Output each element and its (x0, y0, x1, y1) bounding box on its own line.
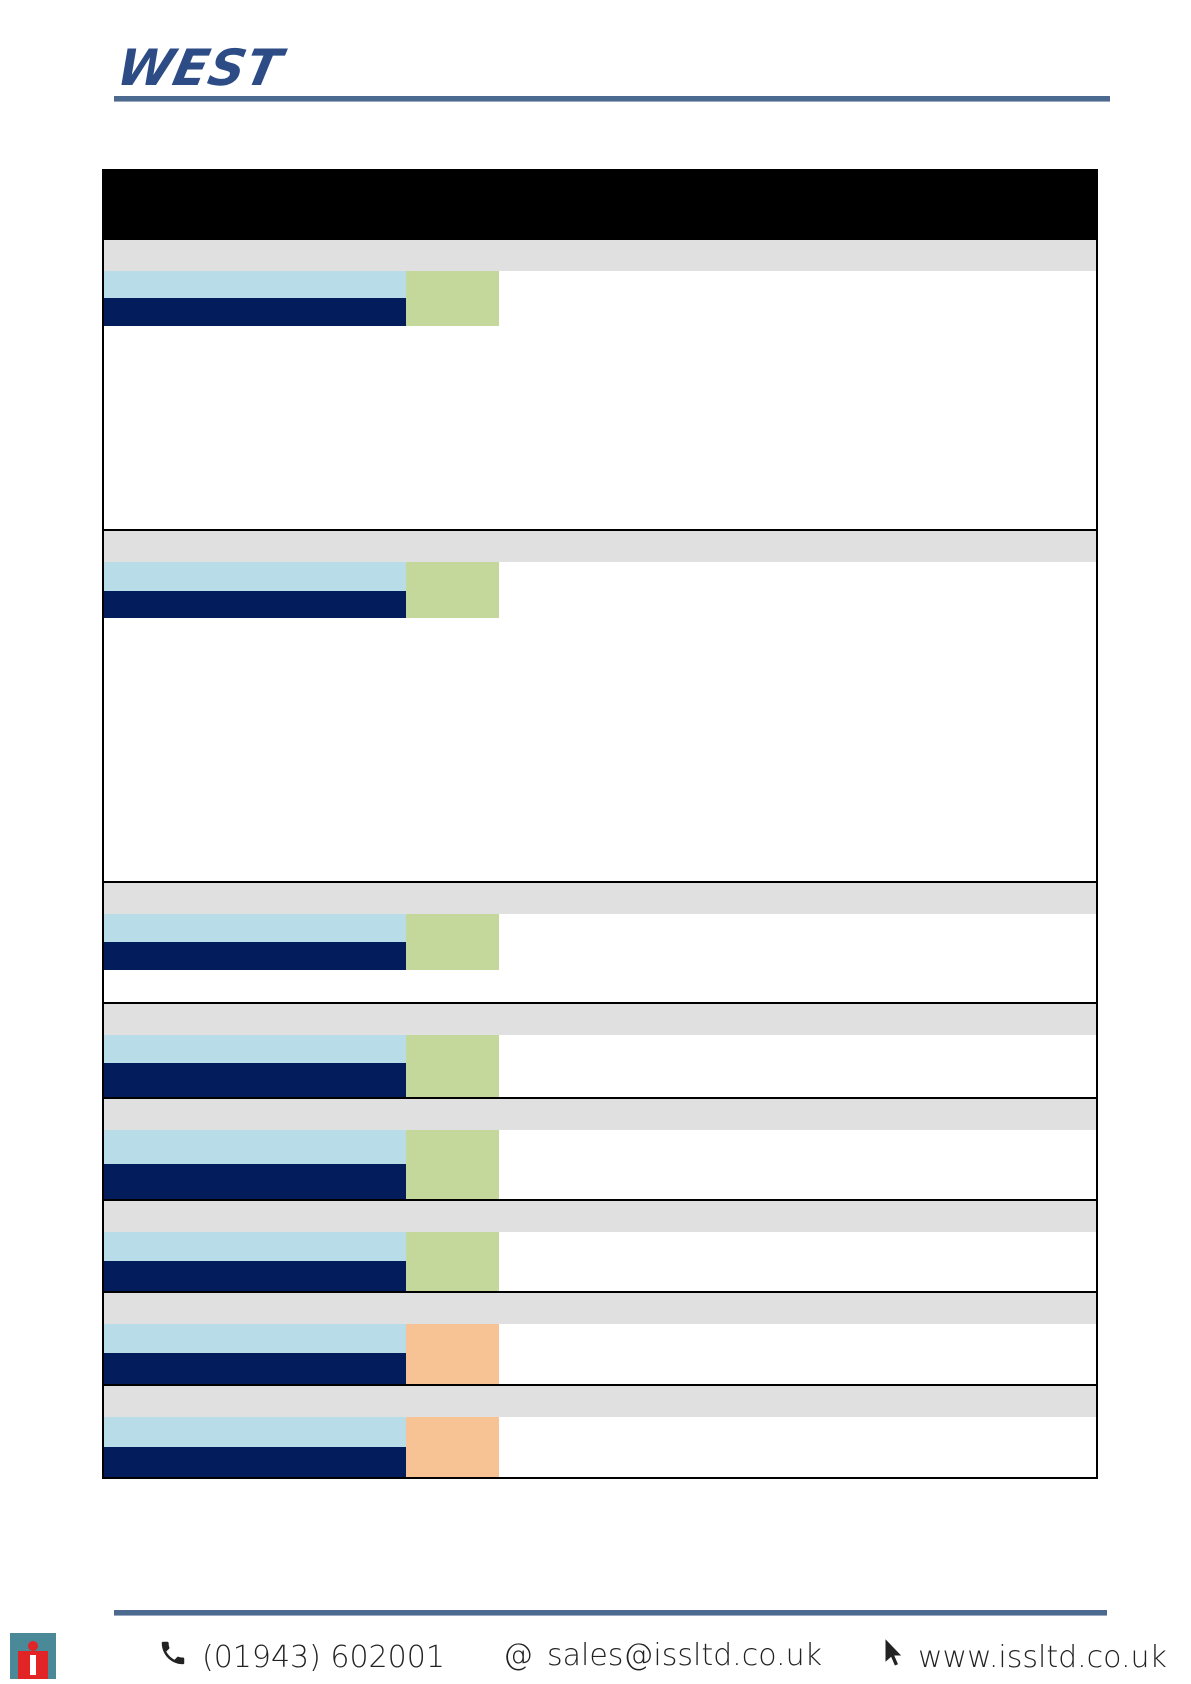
phone-icon (158, 1638, 188, 1676)
parameter-value-band (104, 298, 406, 326)
parameter-name-band (104, 562, 406, 591)
table-header-bar (104, 171, 1096, 240)
footer: (01943) 602001 @ sales@issltd.co.uk www.… (0, 1628, 1191, 1684)
footer-website: www.issltd.co.uk (882, 1638, 1167, 1676)
parameter-name-band (104, 1232, 406, 1261)
access-level-tag (406, 1232, 499, 1291)
parameter-value-band (104, 1447, 406, 1477)
parameter-value-band (104, 1261, 406, 1291)
footer-email: @ sales@issltd.co.uk (503, 1638, 822, 1673)
parameter-value-band (104, 942, 406, 970)
access-level-tag (406, 914, 499, 970)
footer-badge (10, 1633, 56, 1679)
section-title-band (104, 1386, 1096, 1417)
header-logo: WEST (111, 39, 288, 97)
phone-number[interactable]: (01943) 602001 (202, 1639, 445, 1675)
table-section-8 (104, 1386, 1096, 1477)
access-level-tag (406, 1324, 499, 1384)
access-level-tag (406, 1035, 499, 1097)
table-section-7 (104, 1293, 1096, 1386)
section-title-band (104, 1293, 1096, 1324)
parameter-name-band (104, 1130, 406, 1164)
parameter-name-band (104, 1035, 406, 1063)
parameter-name-band (104, 1324, 406, 1353)
parameter-value-band (104, 1063, 406, 1097)
section-title-band (104, 531, 1096, 562)
table-section-3 (104, 883, 1096, 1004)
parameter-value-band (104, 591, 406, 618)
header-rule (114, 96, 1110, 102)
access-level-tag (406, 271, 499, 326)
table-section-1 (104, 240, 1096, 531)
parameter-name-band (104, 271, 406, 298)
table-section-4 (104, 1004, 1096, 1099)
table-section-2 (104, 531, 1096, 883)
access-level-tag (406, 1130, 499, 1199)
section-title-band (104, 240, 1096, 271)
parameter-name-band (104, 914, 406, 942)
section-title-band (104, 883, 1096, 914)
parameter-value-band (104, 1353, 406, 1384)
parameter-name-band (104, 1417, 406, 1447)
access-level-tag (406, 1417, 499, 1477)
table-section-5 (104, 1099, 1096, 1201)
website-link[interactable]: www.issltd.co.uk (918, 1639, 1167, 1675)
section-title-band (104, 1004, 1096, 1035)
section-title-band (104, 1099, 1096, 1130)
parameter-table (102, 169, 1098, 1479)
table-section-6 (104, 1201, 1096, 1293)
footer-phone: (01943) 602001 (158, 1638, 445, 1676)
footer-rule (114, 1610, 1107, 1616)
section-title-band (104, 1201, 1096, 1232)
parameter-value-band (104, 1164, 406, 1199)
cursor-icon (882, 1638, 904, 1676)
access-level-tag (406, 562, 499, 618)
email-link[interactable]: sales@issltd.co.uk (547, 1638, 822, 1673)
at-icon: @ (503, 1638, 533, 1673)
